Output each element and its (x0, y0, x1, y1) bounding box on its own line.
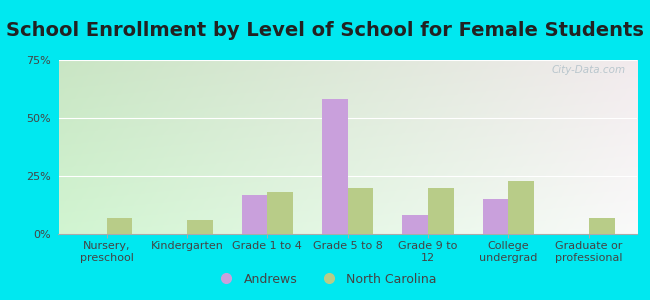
Text: School Enrollment by Level of School for Female Students: School Enrollment by Level of School for… (6, 21, 644, 40)
Bar (267, 192, 293, 234)
Bar (508, 181, 534, 234)
Bar (107, 218, 133, 234)
Bar (589, 218, 614, 234)
Legend: Andrews, North Carolina: Andrews, North Carolina (209, 268, 441, 291)
Bar (483, 199, 508, 234)
Bar (322, 99, 348, 234)
Bar (242, 195, 267, 234)
Text: City-Data.com: City-Data.com (551, 65, 625, 75)
Bar (348, 188, 374, 234)
Bar (187, 220, 213, 234)
Bar (428, 188, 454, 234)
Bar (402, 215, 428, 234)
